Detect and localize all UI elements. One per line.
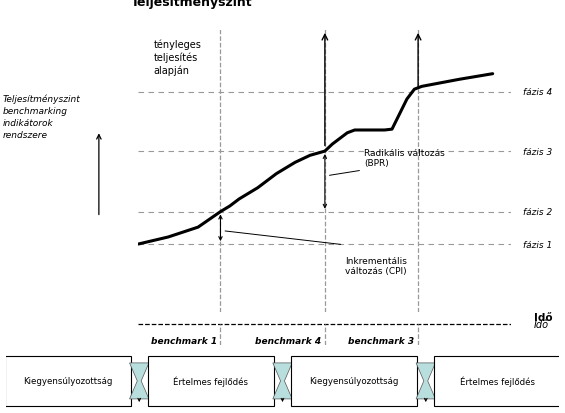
- Text: Idő: Idő: [534, 313, 553, 323]
- Polygon shape: [273, 363, 292, 399]
- Text: Inkrementális
változás (CPI): Inkrementális változás (CPI): [345, 256, 407, 276]
- Text: tényleges
teljesítés
alapján: tényleges teljesítés alapján: [153, 39, 201, 76]
- FancyBboxPatch shape: [291, 356, 417, 406]
- Text: Radikális változás
(BPR): Radikális változás (BPR): [364, 149, 445, 168]
- Text: benchmark 4: benchmark 4: [255, 336, 321, 345]
- FancyBboxPatch shape: [434, 356, 560, 406]
- Text: benchmark 3: benchmark 3: [348, 336, 414, 345]
- Text: fázis 2: fázis 2: [523, 208, 552, 216]
- Text: fázis 3: fázis 3: [523, 147, 552, 156]
- Text: Teljesítményszint: Teljesítményszint: [131, 0, 253, 9]
- Text: Kiegyensúlyozottság: Kiegyensúlyozottság: [23, 377, 112, 385]
- FancyBboxPatch shape: [148, 356, 274, 406]
- Text: fázis 1: fázis 1: [523, 240, 552, 249]
- Text: benchmark 1: benchmark 1: [151, 336, 217, 345]
- Text: Teljesítményszint
benchmarking
indikátorok
rendszere: Teljesítményszint benchmarking indikátor…: [3, 95, 81, 140]
- Polygon shape: [129, 363, 149, 399]
- Polygon shape: [416, 363, 436, 399]
- Text: Kiegyensúlyozottság: Kiegyensúlyozottság: [310, 377, 399, 385]
- Text: Idő: Idő: [534, 320, 549, 330]
- FancyBboxPatch shape: [5, 356, 131, 406]
- Text: Értelmes fejlődés: Értelmes fejlődés: [173, 376, 249, 386]
- Text: fázis 4: fázis 4: [523, 88, 552, 97]
- Text: Értelmes fejlődés: Értelmes fejlődés: [460, 376, 535, 386]
